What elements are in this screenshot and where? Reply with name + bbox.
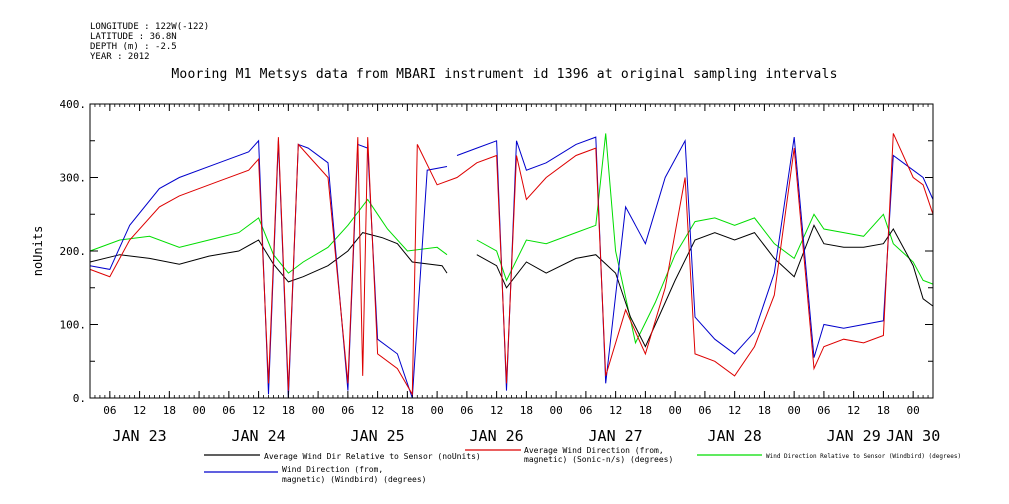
x-hour-label: 06 bbox=[579, 404, 592, 417]
legend-label-windbird-dir-1: Wind Direction (from, bbox=[282, 465, 384, 474]
x-hour-label: 18 bbox=[163, 404, 176, 417]
y-tick-label: 100. bbox=[60, 319, 87, 332]
x-day-label: JAN 29 bbox=[827, 427, 881, 445]
x-hour-label: 12 bbox=[609, 404, 622, 417]
x-hour-label: 12 bbox=[252, 404, 265, 417]
y-axis-label: noUnits bbox=[31, 226, 45, 277]
x-hour-label: 06 bbox=[460, 404, 473, 417]
x-hour-label: 06 bbox=[222, 404, 235, 417]
x-day-label: JAN 23 bbox=[112, 427, 166, 445]
x-day-label: JAN 24 bbox=[232, 427, 286, 445]
x-hour-label: 06 bbox=[103, 404, 116, 417]
x-hour-label: 00 bbox=[311, 404, 324, 417]
x-hour-label: 12 bbox=[371, 404, 384, 417]
y-tick-label: 200. bbox=[60, 245, 87, 258]
x-hour-label: 00 bbox=[192, 404, 205, 417]
x-hour-label: 00 bbox=[550, 404, 563, 417]
series-line-1 bbox=[89, 133, 934, 397]
x-day-label: JAN 27 bbox=[589, 427, 643, 445]
legend-label-avg-rel: Average Wind Dir Relative to Sensor (noU… bbox=[264, 452, 481, 461]
y-tick-label: 400. bbox=[60, 98, 87, 111]
plot-lines bbox=[89, 133, 934, 399]
x-day-label: JAN 30 bbox=[886, 427, 940, 445]
axes: 0. 100. 200. 300. 400. noUnits 06 12 18 00 06 12 18 0… bbox=[31, 98, 940, 445]
legend-label-avg-dir-1: Average Wind Direction (from, bbox=[524, 446, 664, 455]
x-hour-label: 00 bbox=[669, 404, 682, 417]
x-hour-label: 12 bbox=[490, 404, 503, 417]
x-hour-label: 18 bbox=[758, 404, 771, 417]
x-hour-label: 12 bbox=[133, 404, 146, 417]
x-hour-label: 18 bbox=[877, 404, 890, 417]
x-hour-label: 18 bbox=[520, 404, 533, 417]
x-hour-label: 18 bbox=[639, 404, 652, 417]
series-line-0 bbox=[89, 224, 934, 348]
x-hour-label: 12 bbox=[847, 404, 860, 417]
x-hour-label: 12 bbox=[728, 404, 741, 417]
legend-label-windbird-dir-2: magnetic) (Windbird) (degrees) bbox=[282, 475, 427, 484]
plot-frame bbox=[89, 103, 934, 399]
series-line-2 bbox=[89, 133, 934, 345]
legend-label-windbird-rel: Wind Direction Relative to Sensor (Windb… bbox=[766, 453, 962, 460]
x-hour-label: 00 bbox=[907, 404, 920, 417]
x-hour-label: 00 bbox=[430, 404, 443, 417]
y-tick-label: 300. bbox=[60, 172, 87, 185]
x-hour-label: 06 bbox=[341, 404, 354, 417]
meta-latitude: LATITUDE : 36.8N bbox=[90, 32, 177, 42]
x-hour-label: 18 bbox=[401, 404, 414, 417]
legend-label-avg-dir-2: magnetic) (Sonic-n/s) (degrees) bbox=[524, 455, 674, 464]
x-day-label: JAN 25 bbox=[351, 427, 405, 445]
meta-depth: DEPTH (m) : -2.5 bbox=[90, 42, 177, 52]
x-hour-label: 18 bbox=[282, 404, 295, 417]
chart-title: Mooring M1 Metsys data from MBARI instru… bbox=[171, 67, 838, 82]
x-day-label: JAN 28 bbox=[708, 427, 762, 445]
x-day-label: JAN 26 bbox=[470, 427, 524, 445]
x-hour-label: 06 bbox=[698, 404, 711, 417]
x-hour-label: 06 bbox=[817, 404, 830, 417]
meta-year: YEAR : 2012 bbox=[90, 52, 150, 62]
meta-longitude: LONGITUDE : 122W(-122) bbox=[90, 22, 210, 32]
x-hour-label: 00 bbox=[788, 404, 801, 417]
legend-lines bbox=[204, 449, 762, 473]
y-tick-label: 0. bbox=[73, 392, 86, 405]
